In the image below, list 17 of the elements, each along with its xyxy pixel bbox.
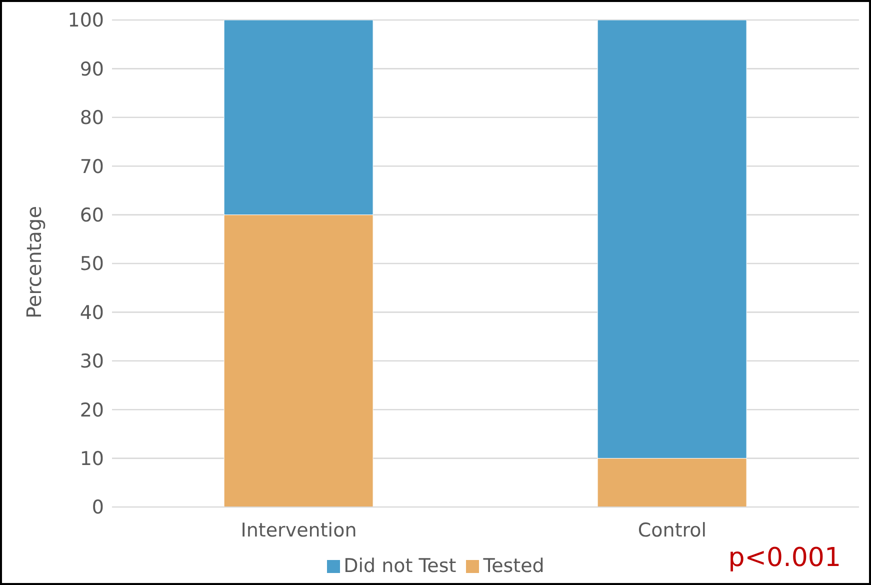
y-tick-label: 30	[80, 350, 104, 373]
text: p<0.001	[728, 543, 841, 573]
x-tick-label: Control	[638, 519, 707, 542]
y-tick-label: 100	[68, 10, 104, 32]
y-tick-label: 80	[80, 107, 104, 130]
y-tick-label: 20	[80, 399, 104, 422]
legend-label: Did not Test	[344, 555, 456, 577]
y-tick-label: 50	[80, 253, 104, 276]
y-tick-label: 40	[80, 302, 104, 324]
y-tick-label: 60	[80, 204, 104, 227]
y-tick-label: 0	[92, 496, 104, 519]
y-tick-label: 70	[80, 156, 104, 178]
x-tick-label: Intervention	[240, 519, 357, 542]
legend-label: Tested	[483, 555, 544, 577]
y-tick-label: 90	[80, 58, 104, 80]
y-axis-title: Percentage	[22, 206, 46, 318]
y-tick-label: 10	[80, 448, 104, 470]
